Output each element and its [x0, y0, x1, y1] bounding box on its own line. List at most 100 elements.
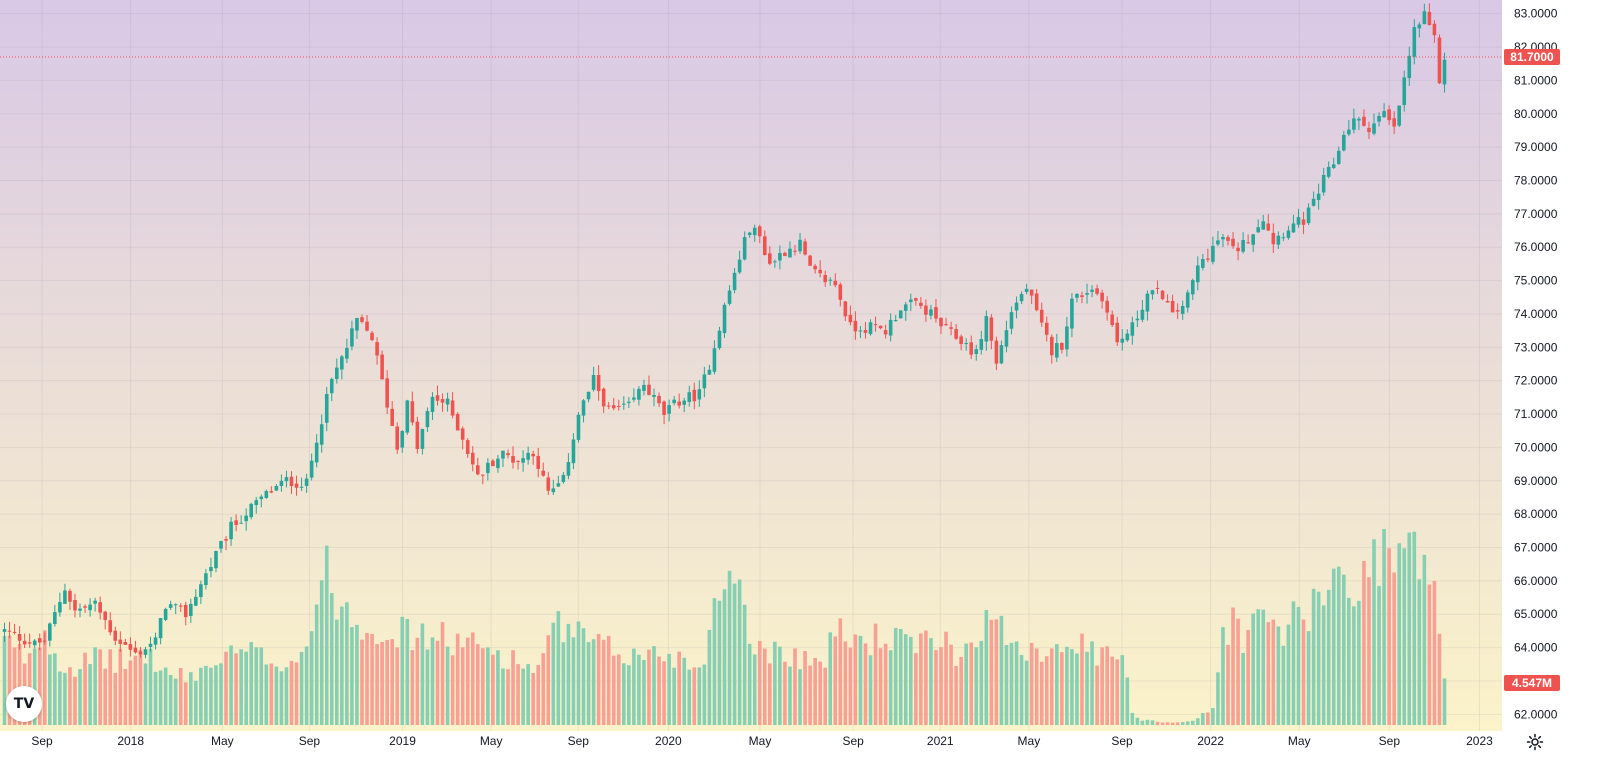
volume-bar — [284, 667, 289, 725]
candle-body — [1150, 290, 1155, 295]
volume-bar — [773, 641, 777, 725]
volume-bar — [506, 669, 510, 725]
volume-bar — [848, 647, 853, 725]
volume-bar — [1125, 677, 1130, 725]
volume-bar — [1080, 633, 1084, 725]
volume-bar — [405, 618, 410, 725]
volume-bar — [37, 647, 42, 725]
candle-body — [324, 394, 329, 423]
candle-body — [848, 314, 853, 323]
time-tick-label: Sep — [568, 734, 590, 748]
candle-body — [385, 378, 389, 408]
candle-body — [1296, 217, 1301, 225]
candle-body — [123, 642, 128, 645]
candle-body — [1246, 242, 1250, 244]
candle-body — [939, 317, 943, 327]
volume-bar — [939, 647, 943, 725]
candle-body — [878, 325, 883, 329]
candle-body — [1075, 293, 1079, 298]
volume-bar — [1009, 642, 1014, 725]
candle-body — [219, 541, 223, 549]
candle-body — [1336, 150, 1341, 164]
volume-bar — [58, 671, 62, 725]
candle-body — [596, 375, 601, 392]
candle-body — [370, 332, 374, 341]
candle-body — [496, 458, 500, 469]
volume-bar — [239, 649, 243, 725]
volume-bar — [808, 665, 812, 725]
candle-body — [319, 424, 324, 445]
volume-bar — [883, 643, 888, 725]
candle-body — [163, 608, 168, 620]
candle-body — [858, 330, 863, 332]
time-tick-label: Sep — [1111, 734, 1133, 748]
volume-bar — [909, 636, 913, 725]
last-volume-tag: 4.547M — [1504, 675, 1560, 691]
volume-bar — [299, 651, 304, 725]
volume-bar — [1085, 651, 1089, 725]
candle-body — [1412, 27, 1417, 57]
volume-bar — [380, 641, 384, 725]
volume-bar — [1251, 613, 1255, 725]
volume-bar — [959, 656, 963, 725]
last-volume-badge — [1504, 675, 1560, 691]
volume-bar — [1301, 619, 1306, 725]
volume-bar — [762, 648, 767, 725]
candle-body — [168, 604, 173, 608]
volume-bar — [984, 609, 989, 725]
candle-body — [204, 573, 208, 586]
volume-bar — [1090, 641, 1094, 725]
candle-body — [380, 354, 384, 380]
candle-body — [1311, 198, 1316, 206]
candle-body — [687, 392, 692, 402]
candle-body — [949, 327, 953, 329]
candle-body — [964, 343, 968, 345]
candle-body — [536, 455, 541, 469]
volume-bar — [924, 630, 928, 725]
volume-bar — [1407, 532, 1412, 725]
volume-bar — [1115, 659, 1120, 725]
candle-body — [12, 631, 17, 633]
candle-body — [732, 272, 737, 291]
candle-body — [93, 600, 97, 604]
volume-bar — [63, 672, 67, 725]
candle-body — [919, 302, 923, 306]
volume-bar — [561, 642, 566, 725]
candle-body — [199, 584, 203, 598]
volume-bar — [934, 650, 938, 725]
candle-body — [209, 567, 213, 572]
candle-body — [667, 405, 671, 414]
volume-bar — [878, 648, 883, 725]
candle-body — [576, 414, 581, 440]
tradingview-logo[interactable]: TV — [6, 686, 42, 722]
settings-button[interactable] — [1524, 731, 1546, 753]
price-tick-label: 77.0000 — [1514, 207, 1558, 221]
volume-bar — [919, 633, 923, 725]
candle-body — [601, 388, 606, 407]
volume-bar — [727, 570, 732, 725]
volume-bar — [2, 636, 7, 725]
candle-body — [606, 405, 611, 407]
candle-body — [118, 639, 123, 644]
volume-bar — [53, 653, 57, 725]
candle-body — [460, 428, 465, 440]
candle-body — [1019, 293, 1024, 302]
candle-body — [768, 253, 772, 264]
volume-bar — [591, 639, 596, 725]
candle-body — [586, 391, 591, 400]
volume-bar — [93, 647, 97, 725]
volume-bar — [1180, 722, 1185, 725]
volume-bar — [194, 680, 198, 725]
volume-bar — [1271, 619, 1276, 725]
candle-body — [32, 640, 37, 646]
price-tick-label: 62.0000 — [1514, 707, 1558, 721]
volume-bar — [833, 636, 838, 725]
volume-bar — [873, 623, 878, 725]
volume-bar — [1367, 577, 1371, 725]
candle-body — [400, 431, 405, 448]
candle-body — [1407, 55, 1412, 79]
candle-body — [1180, 306, 1185, 314]
volume-bar — [1065, 646, 1069, 725]
